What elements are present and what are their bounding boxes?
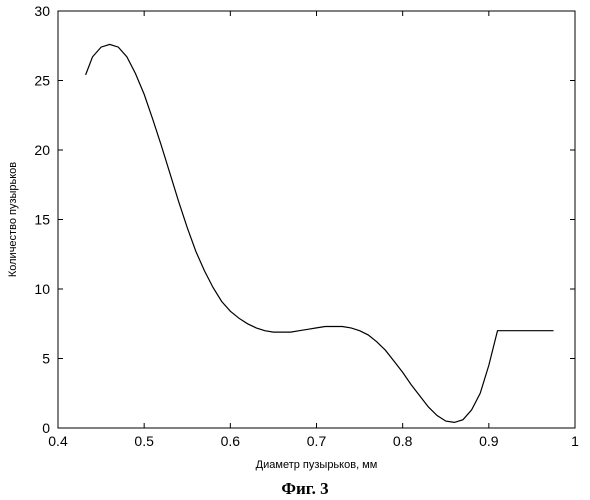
y-axis-label: Количество пузырьков [7, 162, 19, 277]
x-tick-label: 0.6 [221, 433, 241, 449]
y-tick-label: 25 [34, 73, 50, 89]
series-line [86, 44, 554, 422]
y-tick-label: 20 [34, 142, 50, 158]
y-tick-label: 0 [42, 420, 50, 436]
x-axis-label: Диаметр пузырьков, мм [256, 459, 378, 471]
y-tick-label: 30 [34, 3, 50, 19]
x-tick-label: 0.7 [307, 433, 327, 449]
y-tick-label: 5 [42, 351, 50, 367]
y-tick-label: 10 [34, 281, 50, 297]
x-tick-label: 1 [571, 433, 579, 449]
figure-caption: Фиг. 3 [281, 479, 328, 498]
x-tick-label: 0.8 [393, 433, 413, 449]
x-tick-label: 0.4 [48, 433, 68, 449]
x-tick-label: 0.5 [134, 433, 154, 449]
axis-tick-labels: 0.40.50.60.70.80.91051015202530 [34, 3, 579, 449]
x-tick-label: 0.9 [479, 433, 499, 449]
y-tick-label: 15 [34, 212, 50, 228]
